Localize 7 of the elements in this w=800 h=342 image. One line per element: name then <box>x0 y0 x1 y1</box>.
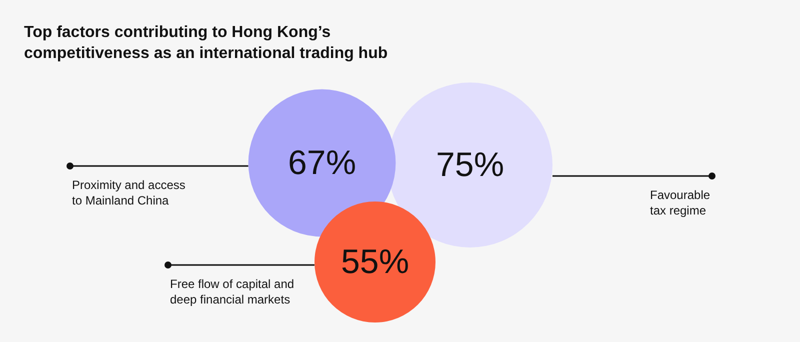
data-label: 75% <box>436 146 504 184</box>
data-label: 67% <box>288 144 356 182</box>
category-label: Proximity and access to Mainland China <box>72 178 186 208</box>
category-label: Free flow of capital and deep financial markets <box>170 277 294 307</box>
category-label: Favourable tax regime <box>650 188 710 218</box>
text: Top factors contributing to Hong Kong’s competitiveness as an international trading hub <box>24 24 388 62</box>
data-label: 55% <box>341 243 410 281</box>
